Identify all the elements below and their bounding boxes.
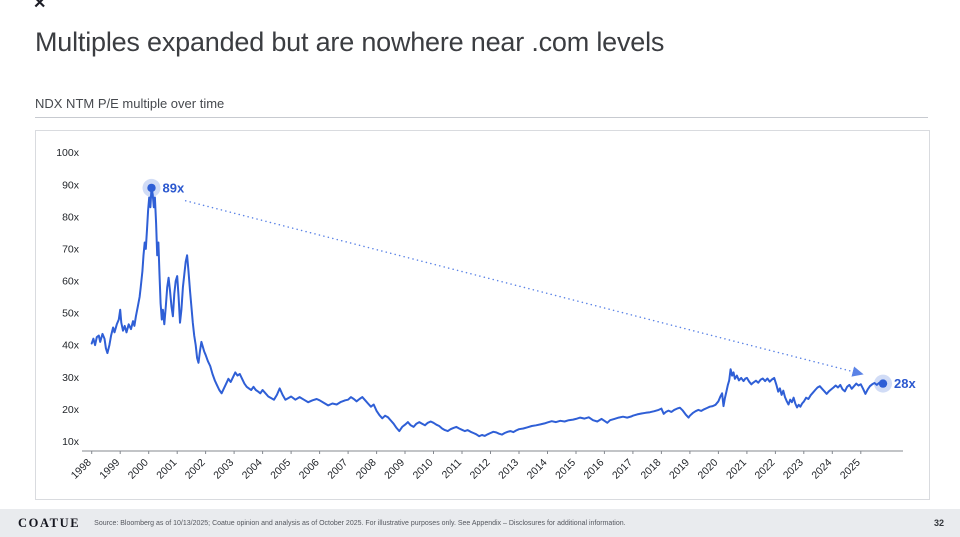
footer-bar: COATUE Source: Bloomberg as of 10/13/202… [0,509,960,537]
header-divider [35,117,928,118]
svg-text:2024: 2024 [809,457,834,482]
svg-text:2008: 2008 [354,457,379,482]
page-number: 32 [933,518,944,528]
coatue-logo-mark-icon: ✕ [33,0,47,12]
svg-text:100x: 100x [56,147,80,159]
svg-text:40x: 40x [62,340,80,352]
svg-text:1998: 1998 [69,457,94,482]
slide-title: Multiples expanded but are nowhere near … [35,27,665,57]
svg-text:2011: 2011 [440,457,465,482]
svg-text:2010: 2010 [411,457,436,482]
svg-text:2012: 2012 [468,457,493,482]
svg-text:2014: 2014 [525,457,550,482]
svg-text:2019: 2019 [667,457,692,482]
svg-text:60x: 60x [62,276,80,288]
svg-text:2005: 2005 [268,457,293,482]
svg-text:2007: 2007 [325,457,350,482]
svg-text:1999: 1999 [97,457,122,482]
chart-container: 10x 20x 30x 40x 50x 60x 70x 80x 90x 100x 1998 1999 2… [35,130,930,500]
svg-text:2006: 2006 [297,457,322,482]
svg-text:2022: 2022 [753,457,778,482]
svg-text:2001: 2001 [154,457,179,482]
svg-text:2020: 2020 [696,457,721,482]
svg-text:80x: 80x [62,211,80,223]
svg-text:2016: 2016 [582,457,607,482]
svg-text:10x: 10x [62,436,80,448]
svg-text:2000: 2000 [126,457,151,482]
svg-text:2025: 2025 [838,457,863,482]
svg-text:2004: 2004 [240,457,265,482]
svg-text:2002: 2002 [183,457,208,482]
svg-text:2015: 2015 [553,457,578,482]
svg-text:2003: 2003 [211,457,236,482]
svg-text:2018: 2018 [639,457,664,482]
svg-text:70x: 70x [62,244,80,256]
svg-text:20x: 20x [62,404,80,416]
svg-text:50x: 50x [62,308,80,320]
source-note: Source: Bloomberg as of 10/13/2025; Coat… [94,519,626,527]
svg-text:89x: 89x [163,180,185,195]
svg-text:2021: 2021 [724,457,749,482]
svg-text:2009: 2009 [382,457,407,482]
svg-text:2013: 2013 [496,457,521,482]
svg-text:30x: 30x [62,372,80,384]
svg-text:2023: 2023 [781,457,806,482]
svg-text:90x: 90x [62,179,80,191]
svg-text:2017: 2017 [610,457,635,482]
coatue-logo: COATUE [18,515,81,530]
svg-text:28x: 28x [894,376,916,391]
chart-subtitle: NDX NTM P/E multiple over time [35,96,225,111]
